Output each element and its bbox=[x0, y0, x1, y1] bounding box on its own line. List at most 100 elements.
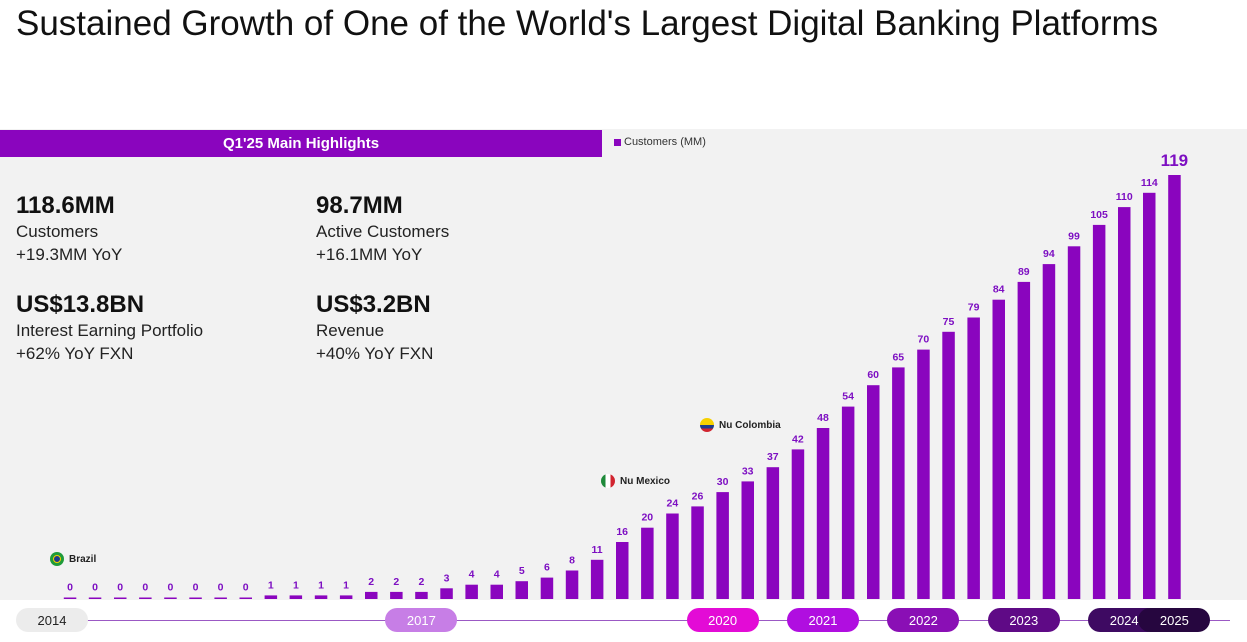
bar bbox=[289, 595, 303, 599]
bar bbox=[88, 597, 102, 599]
bar-value-label: 99 bbox=[1068, 230, 1080, 242]
kpi-value: US$13.8BN bbox=[16, 291, 145, 318]
year-pill-2020: 2020 bbox=[686, 608, 759, 632]
marker-colombia: Nu Colombia bbox=[700, 418, 781, 432]
bar bbox=[314, 595, 328, 599]
bar-value-label: 6 bbox=[544, 562, 550, 574]
bar bbox=[967, 317, 980, 599]
bar-value-label: 42 bbox=[792, 433, 804, 445]
bar-value-label: 0 bbox=[67, 582, 73, 594]
bar-value-label: 114 bbox=[1141, 177, 1158, 189]
bar-value-label: 110 bbox=[1116, 191, 1133, 203]
bar-value-label: 0 bbox=[193, 582, 199, 594]
bar-value-label: 20 bbox=[641, 512, 653, 524]
bar bbox=[616, 542, 629, 599]
kpi-revenue: US$3.2BN Revenue +40% YoY FXN bbox=[316, 291, 433, 365]
bar bbox=[1067, 246, 1081, 600]
bar-value-label: 3 bbox=[444, 572, 450, 584]
marker-label: Nu Mexico bbox=[620, 475, 671, 487]
bar-value-label: 4 bbox=[494, 569, 500, 581]
kpi-label: Customers bbox=[16, 222, 99, 241]
bar bbox=[390, 591, 403, 599]
kpi-label: Interest Earning Portfolio bbox=[16, 321, 204, 340]
bar-value-label: 0 bbox=[117, 582, 123, 594]
bar bbox=[440, 588, 453, 599]
highlights-header: Q1'25 Main Highlights bbox=[0, 130, 602, 157]
bar-value-label: 2 bbox=[418, 576, 424, 588]
bar bbox=[1143, 192, 1156, 600]
bar-value-label: 65 bbox=[892, 351, 904, 363]
kpi-sub: +62% YoY FXN bbox=[16, 344, 134, 363]
bar bbox=[841, 406, 855, 599]
kpi-sub: +19.3MM YoY bbox=[16, 245, 123, 264]
bar bbox=[942, 331, 955, 599]
bar-value-label: 89 bbox=[1018, 266, 1030, 278]
bar-value-label: 5 bbox=[519, 565, 525, 577]
kpi-value: 98.7MM bbox=[316, 192, 403, 219]
bar bbox=[189, 597, 202, 599]
marker-brazil: Brazil bbox=[50, 552, 96, 566]
year-pill-2017: 2017 bbox=[385, 608, 458, 632]
mexico-flag-icon bbox=[601, 474, 615, 488]
kpi-sub: +16.1MM YoY bbox=[316, 245, 423, 264]
bar-value-label: 26 bbox=[692, 490, 704, 502]
bar-value-label: 1 bbox=[293, 579, 299, 591]
bar bbox=[164, 597, 177, 599]
year-pill-2021: 2021 bbox=[787, 608, 859, 632]
chart-panel bbox=[0, 129, 1247, 600]
marker-mexico: Nu Mexico bbox=[601, 474, 670, 488]
bar bbox=[339, 595, 353, 599]
colombia-flag-icon bbox=[700, 418, 714, 432]
bar bbox=[415, 591, 428, 599]
bar-value-label: 0 bbox=[92, 582, 98, 594]
bar bbox=[1168, 175, 1181, 599]
bar-value-label: 75 bbox=[943, 316, 955, 328]
bar-value-label: 105 bbox=[1090, 209, 1108, 221]
brazil-flag-icon bbox=[50, 552, 64, 566]
bar-value-label: 0 bbox=[167, 582, 173, 594]
chart-legend: Customers (MM) bbox=[614, 136, 706, 148]
bar-value-label: 30 bbox=[717, 476, 729, 488]
bar bbox=[515, 581, 528, 599]
bar-value-label: 0 bbox=[243, 582, 249, 594]
bar bbox=[741, 481, 754, 599]
legend-label: Customers (MM) bbox=[624, 136, 706, 148]
bar bbox=[1118, 207, 1131, 599]
bar bbox=[264, 595, 278, 599]
bar-value-label: 60 bbox=[867, 369, 879, 381]
bar bbox=[766, 467, 780, 599]
bar bbox=[1017, 281, 1031, 599]
bar-value-label: 37 bbox=[767, 451, 779, 463]
page-title: Sustained Growth of One of the World's L… bbox=[16, 4, 1159, 43]
bar bbox=[63, 597, 77, 599]
bar-value-label: 48 bbox=[817, 412, 829, 424]
bar-value-label: 0 bbox=[218, 582, 224, 594]
bar-value-label: 2 bbox=[368, 576, 374, 588]
legend-swatch bbox=[614, 138, 621, 146]
bar-value-label: 33 bbox=[742, 465, 754, 477]
bar bbox=[540, 577, 554, 599]
bar bbox=[917, 349, 930, 599]
bar bbox=[992, 299, 1005, 599]
bar bbox=[114, 597, 127, 599]
bar-value-label: 8 bbox=[569, 555, 575, 567]
bar bbox=[1092, 224, 1106, 599]
bar bbox=[666, 513, 679, 599]
year-pill-2023: 2023 bbox=[987, 608, 1060, 632]
bar bbox=[641, 527, 654, 599]
bar bbox=[239, 597, 252, 599]
kpi-value: US$3.2BN bbox=[316, 291, 431, 318]
bar bbox=[716, 492, 729, 599]
bar-value-label: 1 bbox=[318, 579, 324, 591]
bar-value-label: 84 bbox=[993, 284, 1005, 296]
bar-value-label: 119 bbox=[1161, 151, 1188, 170]
kpi-active-customers: 98.7MM Active Customers +16.1MM YoY bbox=[316, 192, 449, 266]
bar bbox=[867, 385, 880, 599]
timeline-axis bbox=[20, 620, 1230, 621]
bar-value-label: 1 bbox=[343, 579, 349, 591]
bar-value-label: 24 bbox=[667, 498, 679, 510]
year-pill-2014: 2014 bbox=[16, 608, 88, 632]
bar bbox=[590, 559, 604, 599]
bar-value-label: 4 bbox=[469, 569, 475, 581]
bar bbox=[214, 597, 227, 599]
